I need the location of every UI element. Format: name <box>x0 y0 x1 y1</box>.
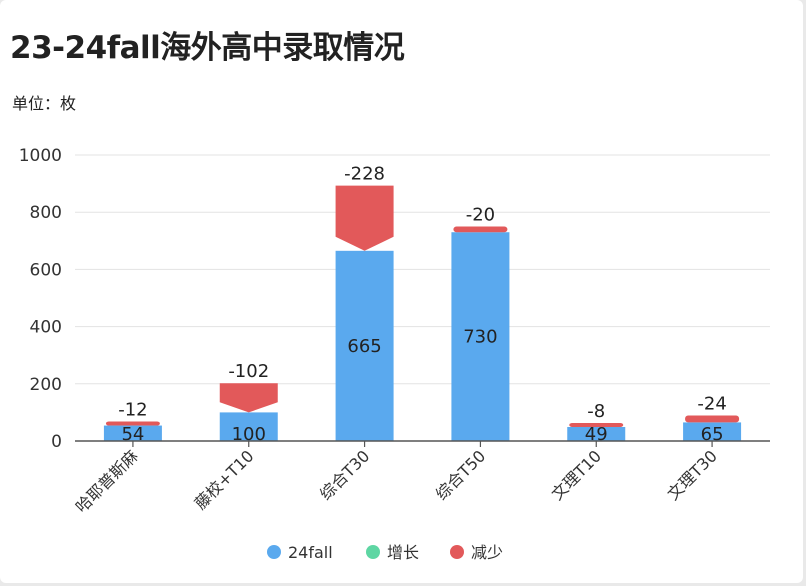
x-category-label: 藤校+T10 <box>191 446 258 513</box>
bar-24fall <box>219 412 278 441</box>
x-category-label: 文理T10 <box>548 446 605 503</box>
bar-decrease <box>569 422 624 427</box>
change-label: -8 <box>587 401 605 422</box>
legend-marker <box>366 545 380 559</box>
y-tick-label: 200 <box>30 375 62 395</box>
value-label: 665 <box>347 336 381 357</box>
x-category-label: 综合T50 <box>432 446 489 503</box>
bar-24fall <box>335 250 394 441</box>
value-label: 730 <box>463 327 497 348</box>
legend-label: 增长 <box>387 543 419 562</box>
bar-decrease <box>219 383 278 413</box>
bar-24fall <box>103 425 162 441</box>
x-category-label: 哈耶普斯麻 <box>72 446 142 516</box>
change-label: -20 <box>466 205 495 226</box>
legend-label: 减少 <box>471 543 503 562</box>
unit-label: 单位：枚 <box>12 94 77 113</box>
bar-decrease <box>105 421 160 426</box>
chart-title: 23-24fall海外高中录取情况 <box>10 30 405 66</box>
bar-decrease <box>453 226 508 233</box>
y-tick-label: 0 <box>51 432 62 452</box>
change-label: -12 <box>118 400 147 421</box>
bar-decrease <box>335 185 394 251</box>
y-tick-label: 800 <box>30 203 62 223</box>
value-label: 49 <box>585 424 608 445</box>
value-label: 100 <box>232 424 266 445</box>
y-tick-label: 1000 <box>19 146 62 166</box>
change-label: -228 <box>344 164 385 185</box>
x-category-label: 综合T30 <box>316 446 373 503</box>
change-label: -24 <box>697 394 726 415</box>
value-label: 65 <box>701 424 724 445</box>
legend-label: 24fall <box>288 543 333 562</box>
bar-24fall <box>683 422 742 441</box>
bar-decrease <box>685 415 740 423</box>
value-label: 54 <box>121 424 144 445</box>
legend-marker <box>450 545 464 559</box>
y-tick-label: 600 <box>30 260 62 280</box>
legend-marker <box>267 545 281 559</box>
x-category-label: 文理T30 <box>664 446 721 503</box>
bar-24fall <box>567 426 626 441</box>
bar-24fall <box>451 232 510 441</box>
change-label: -102 <box>228 361 269 382</box>
y-tick-label: 400 <box>30 318 62 338</box>
